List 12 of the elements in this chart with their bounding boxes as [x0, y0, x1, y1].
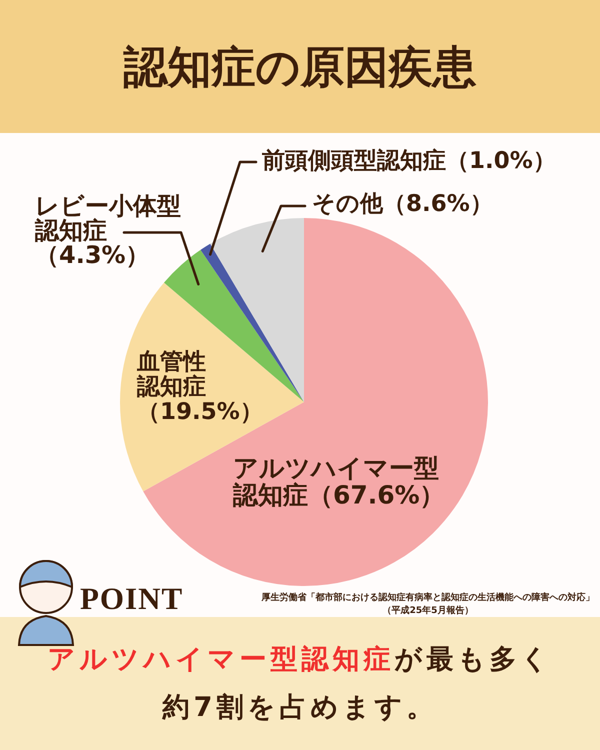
data-label: （19.5%）: [137, 398, 263, 425]
slice-label: アルツハイマー型認知症: [48, 644, 394, 675]
slice-label: その他（8.6%）: [312, 190, 493, 217]
category-label: アルツハイマー型認知症（67.6%）: [233, 454, 445, 510]
chart-title: 認知症の原因疾患: [122, 41, 478, 95]
text: 厚生労働省「都市部における認知症有病率と認知症の生活機能への障害への対応」: [260, 592, 596, 604]
text: POINT: [80, 581, 184, 616]
text: 約7割を占めます。: [161, 691, 438, 725]
slice-label: 前頭側頭型認知症（1.0%）: [261, 148, 556, 174]
slice-label: 血管性認知症: [136, 348, 206, 400]
text: （平成25年5月報告）: [382, 605, 474, 617]
text: が最も多く: [394, 644, 552, 675]
